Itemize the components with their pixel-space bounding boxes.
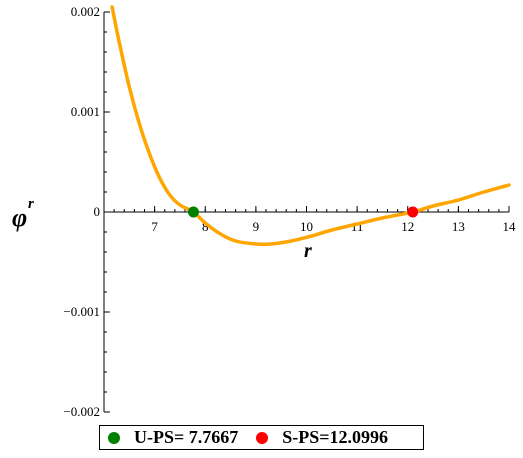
s-ps-point: [407, 206, 419, 218]
labels-layer: r φ r: [12, 196, 312, 262]
x-tick-label: 8: [202, 219, 209, 234]
curve-layer: [110, 5, 511, 247]
x-tick-label: 12: [401, 219, 414, 234]
legend-label-u-ps: U-PS= 7.7667: [134, 427, 239, 447]
series-line-0: [110, 5, 511, 247]
y-axis-label: φ: [12, 203, 27, 232]
legend-entry-s-ps: S-PS=12.0996: [256, 427, 388, 448]
y-axis-label-superscript: r: [28, 196, 34, 212]
y-tick-label: 0: [94, 204, 101, 219]
legend-marker-red: [256, 431, 269, 444]
x-tick-label: 10: [300, 219, 313, 234]
y-tick-label: −0.001: [63, 304, 100, 319]
u-ps-point: [187, 206, 199, 218]
x-tick-label: 13: [452, 219, 465, 234]
x-tick-label: 14: [503, 219, 517, 234]
legend: U-PS= 7.7667 S-PS=12.0996: [99, 425, 424, 450]
points-layer: [187, 206, 419, 218]
legend-label-s-ps: S-PS=12.0996: [282, 427, 389, 447]
x-axis-label: r: [304, 240, 312, 262]
legend-marker-green: [108, 431, 120, 444]
legend-entry-u-ps: U-PS= 7.7667: [108, 427, 238, 448]
x-tick-label: 7: [151, 219, 158, 234]
x-tick-label: 9: [253, 219, 260, 234]
y-tick-label: 0.001: [71, 104, 100, 119]
y-tick-label: 0.002: [71, 4, 100, 19]
y-tick-label: −0.002: [63, 404, 100, 419]
